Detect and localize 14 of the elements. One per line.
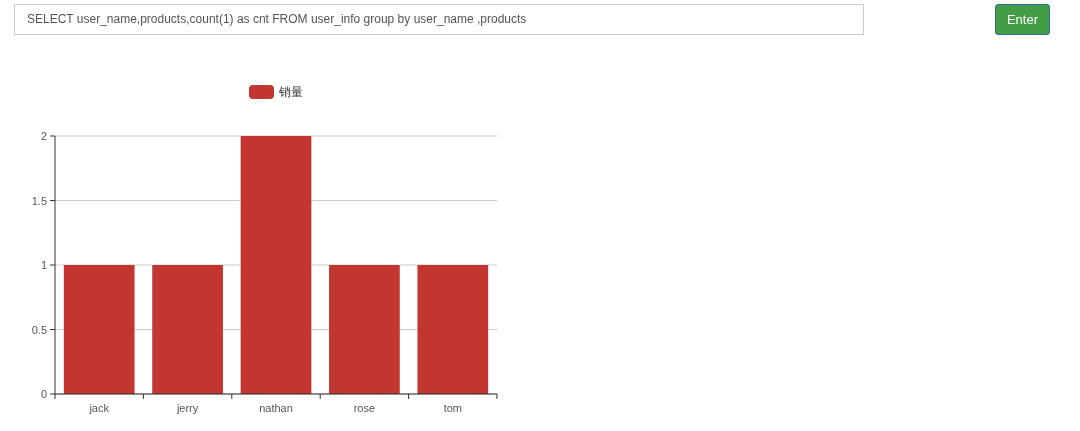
text: SELECT user_name,products,count(1) as cnt FROM user_info group by user_name ,products — [14, 4, 864, 35]
x-tick-label: rose — [353, 402, 376, 414]
y-tick-label: 1 — [40, 259, 47, 271]
text: Enter — [995, 4, 1050, 35]
y-tick-label: 0.5 — [31, 323, 47, 336]
x-tick-label: jack — [88, 402, 110, 414]
y-tick-label: 0 — [40, 388, 47, 400]
legend-label: 销量 — [278, 85, 303, 99]
y-tick-label: 1.5 — [31, 194, 47, 207]
x-tick-label: jerry — [175, 402, 199, 414]
legend: 销量 — [249, 85, 303, 99]
x-tick-label: nathan — [259, 402, 293, 414]
x-tick-label: tom — [443, 402, 462, 414]
y-tick-label: 2 — [40, 130, 47, 142]
